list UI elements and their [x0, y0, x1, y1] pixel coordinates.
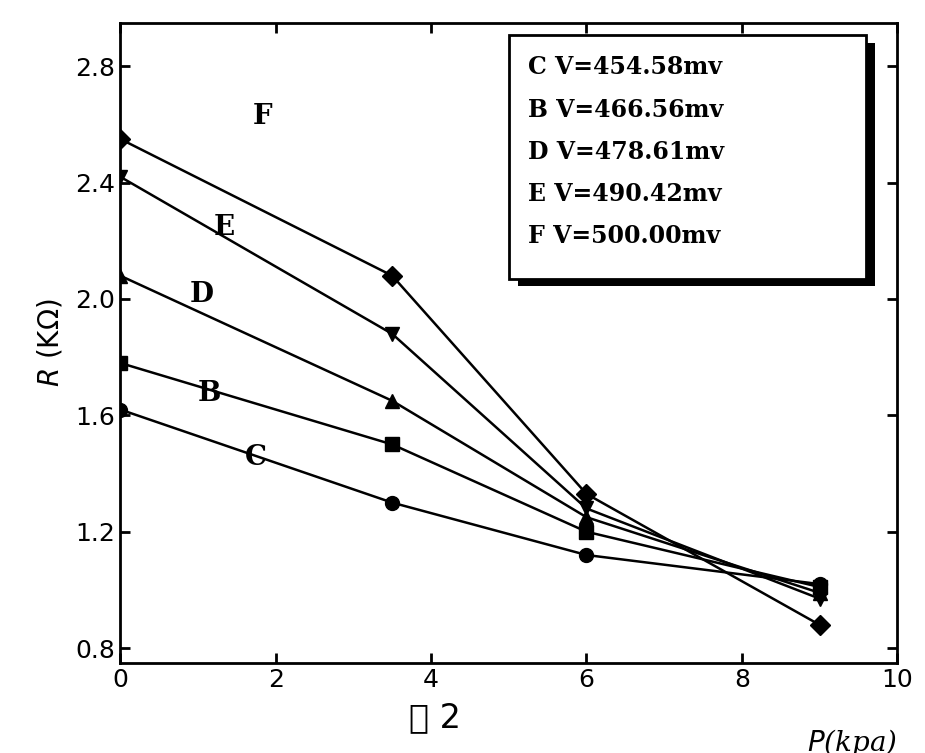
- Text: E: E: [214, 214, 235, 241]
- Text: C: C: [244, 444, 266, 471]
- Text: F: F: [253, 103, 272, 130]
- Y-axis label: $R$ (K$\Omega$): $R$ (K$\Omega$): [35, 298, 64, 387]
- Text: F V=500.00mv: F V=500.00mv: [528, 224, 721, 248]
- Bar: [518, 43, 875, 286]
- Bar: [509, 35, 866, 279]
- Text: 图 2: 图 2: [409, 701, 461, 734]
- Text: B V=466.56mv: B V=466.56mv: [528, 98, 723, 122]
- Text: D: D: [191, 281, 215, 308]
- Text: C V=454.58mv: C V=454.58mv: [528, 56, 722, 79]
- Text: D V=478.61mv: D V=478.61mv: [528, 140, 724, 164]
- Text: E V=490.42mv: E V=490.42mv: [528, 182, 722, 206]
- Text: $P$(kpa): $P$(kpa): [807, 727, 897, 753]
- Text: B: B: [198, 380, 221, 407]
